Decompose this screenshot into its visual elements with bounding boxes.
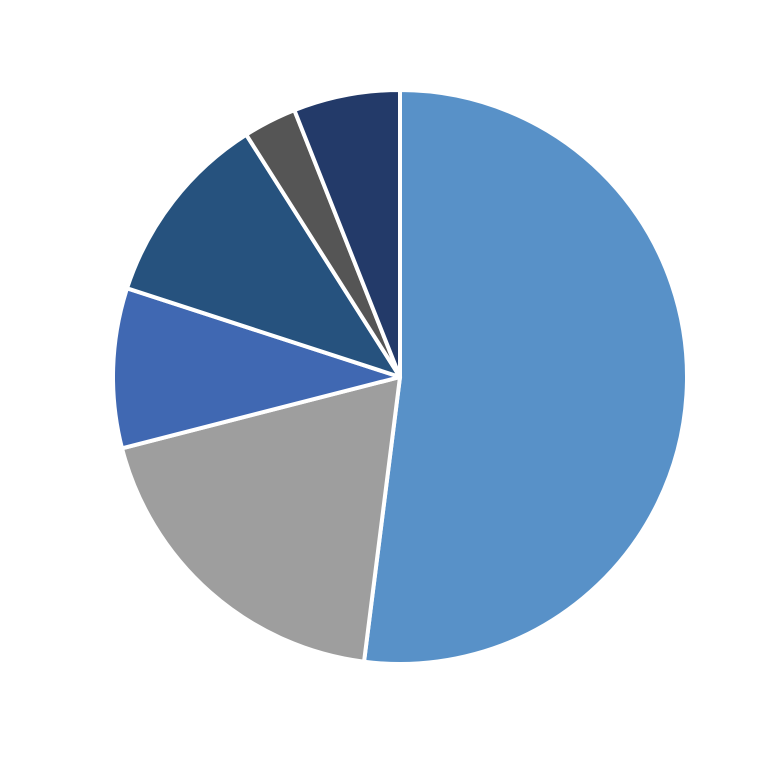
pie-slice: [292, 88, 402, 379]
pie-slice: [362, 88, 689, 666]
pie-slice: [125, 132, 402, 379]
pie-slice: [120, 375, 402, 664]
pie-slice: [111, 286, 402, 451]
